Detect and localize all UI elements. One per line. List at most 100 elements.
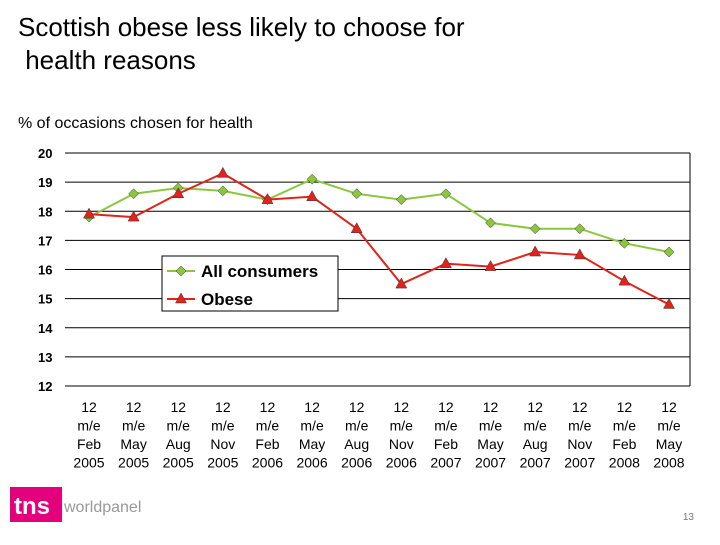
x-tick-line: m/e (434, 418, 458, 434)
y-tick-label: 13 (38, 350, 52, 365)
x-tick-line: m/e (390, 418, 414, 434)
x-tick-line: Nov (210, 436, 235, 452)
point (306, 190, 318, 201)
x-tick-line: m/e (568, 418, 592, 434)
x-tick-line: m/e (167, 418, 191, 434)
x-tick-label: 12 m/e Aug 2005 (163, 399, 194, 471)
x-tick-line: 2008 (653, 455, 684, 471)
point (440, 257, 452, 268)
x-tick-line: 12 (438, 399, 454, 415)
y-tick-label: 16 (38, 263, 52, 278)
x-tick-line: Nov (567, 436, 592, 452)
x-tick-label: 12 m/e May 2008 (653, 399, 684, 471)
point (484, 260, 497, 271)
x-tick-line: 12 (170, 399, 186, 415)
point (440, 188, 452, 200)
x-tick-line: 12 (483, 399, 499, 415)
point (217, 185, 229, 197)
logo-block (10, 487, 62, 522)
point (395, 277, 408, 289)
point (529, 223, 541, 235)
point (663, 297, 675, 309)
point (83, 207, 95, 219)
x-tick-line: Aug (166, 436, 191, 452)
legend-label: All consumers (201, 262, 318, 281)
x-tick-line: m/e (479, 418, 503, 434)
series-line (88, 178, 670, 254)
y-tick-label: 14 (38, 321, 53, 336)
x-tick-line: m/e (300, 418, 324, 434)
y-tick-label: 12 (38, 379, 52, 394)
x-tick-line: 2006 (386, 455, 417, 471)
legend-box (161, 255, 339, 312)
point (128, 188, 139, 200)
x-tick-line: Aug (523, 436, 548, 452)
title-line: Scottish obese less likely to choose for… (18, 12, 465, 75)
subtitle: % of occasions chosen for health (18, 115, 253, 132)
point (351, 188, 363, 200)
x-tick-line: 12 (661, 399, 677, 415)
x-tick-line: 12 (260, 399, 276, 415)
y-tick-label: 18 (38, 204, 52, 219)
x-tick-line: m/e (657, 418, 681, 434)
x-tick-line: m/e (122, 418, 146, 434)
point (395, 194, 407, 205)
x-tick-label: 12 m/e Aug 2006 (341, 399, 372, 471)
x-tick-label: 12 m/e Feb 2008 (609, 399, 640, 471)
y-tick-label: 19 (38, 175, 52, 190)
x-tick-label: 12 m/e Nov 2006 (386, 399, 417, 471)
x-tick-line: May (299, 436, 325, 452)
x-tick-label: 12 m/e May 2005 (118, 399, 149, 471)
point (574, 223, 586, 235)
point (216, 166, 229, 178)
x-tick-line: 2005 (118, 455, 149, 471)
x-tick-label: 12 m/e Nov 2005 (207, 399, 238, 471)
x-tick-line: Feb (77, 436, 101, 452)
point (350, 222, 363, 233)
x-tick-line: m/e (613, 418, 637, 434)
series-line (88, 172, 670, 306)
x-tick-line: 12 (126, 399, 142, 415)
x-tick-line: 2007 (430, 455, 461, 471)
point (618, 274, 631, 286)
title-text: health reasons (18, 45, 196, 75)
point (573, 248, 586, 260)
point (127, 210, 140, 222)
x-tick-line: 12 (572, 399, 588, 415)
x-tick-line: 2006 (341, 455, 372, 471)
point (529, 245, 542, 257)
x-tick-line: 2007 (520, 455, 551, 471)
x-tick-line: 12 (304, 399, 320, 415)
point (306, 173, 318, 185)
x-tick-line: 2006 (296, 455, 327, 471)
x-tick-line: m/e (77, 418, 101, 434)
title-text: Scottish obese less likely to choose for (18, 12, 465, 42)
x-tick-line: 12 (215, 399, 231, 415)
x-tick-line: 2006 (252, 455, 283, 471)
point (485, 217, 496, 229)
x-tick-line: Feb (612, 436, 636, 452)
page-number: 13 (683, 512, 695, 523)
x-tick-label: 12 m/e Feb 2006 (252, 399, 283, 471)
legend-label: Obese (201, 290, 253, 309)
x-tick-label: 12 m/e May 2006 (296, 399, 327, 471)
y-tick-label: 15 (38, 292, 52, 307)
x-tick-line: 12 (349, 399, 365, 415)
x-tick-line: 2007 (475, 455, 506, 471)
point (261, 193, 274, 204)
x-tick-line: 2005 (73, 455, 104, 471)
x-tick-line: 12 (527, 399, 543, 415)
point (663, 246, 675, 258)
x-tick-label: 12 m/e Nov 2007 (564, 399, 595, 471)
logo-mark: tns (14, 493, 50, 520)
x-tick-line: m/e (345, 418, 369, 434)
x-tick-line: Feb (255, 436, 279, 452)
point (172, 187, 185, 199)
legend-marker (175, 292, 187, 304)
x-tick-line: May (120, 436, 146, 452)
x-tick-line: m/e (523, 418, 547, 434)
x-tick-line: Feb (434, 436, 458, 452)
x-tick-line: 2008 (609, 455, 640, 471)
x-tick-label: 12 m/e Aug 2007 (520, 399, 551, 471)
x-tick-line: May (477, 436, 503, 452)
